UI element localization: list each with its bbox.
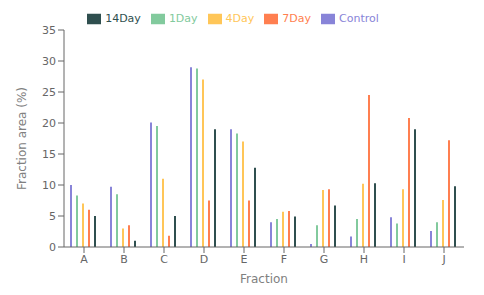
html-text:7Day: 7Day: [282, 12, 312, 25]
svg-text:15: 15: [42, 148, 56, 161]
svg-text:B: B: [120, 253, 128, 266]
svg-text:Fraction area (%): Fraction area (%): [15, 87, 29, 190]
svg-text:25: 25: [42, 86, 56, 99]
svg-text:30: 30: [42, 55, 56, 68]
svg-text:H: H: [360, 253, 368, 266]
svg-text:0: 0: [49, 241, 56, 254]
svg-text:E: E: [241, 253, 248, 266]
svg-text:D: D: [200, 253, 208, 266]
svg-text:5: 5: [49, 210, 56, 223]
html-text:Control: Control: [339, 12, 379, 25]
svg-text:35: 35: [42, 24, 56, 37]
html-text:14Day: 14Day: [105, 12, 141, 25]
html-text:1Day: 1Day: [168, 12, 198, 25]
svg-text:J: J: [441, 253, 445, 266]
svg-text:G: G: [320, 253, 329, 266]
svg-text:20: 20: [42, 117, 56, 130]
svg-text:F: F: [281, 253, 287, 266]
html-text:4Day: 4Day: [225, 12, 255, 25]
svg-text:I: I: [402, 253, 405, 266]
svg-text:A: A: [80, 253, 88, 266]
svg-text:Fraction: Fraction: [240, 272, 288, 286]
svg-text:10: 10: [42, 179, 56, 192]
svg-text:C: C: [160, 253, 168, 266]
